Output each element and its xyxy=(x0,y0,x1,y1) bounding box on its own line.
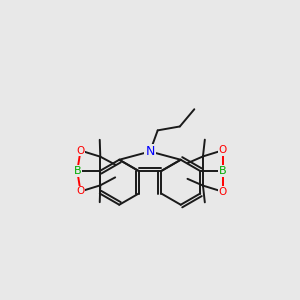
Text: O: O xyxy=(219,145,227,155)
Text: B: B xyxy=(219,166,226,176)
Text: O: O xyxy=(76,186,85,197)
Text: N: N xyxy=(145,145,155,158)
Text: O: O xyxy=(76,146,85,156)
Text: O: O xyxy=(219,187,227,197)
Text: B: B xyxy=(74,166,81,176)
